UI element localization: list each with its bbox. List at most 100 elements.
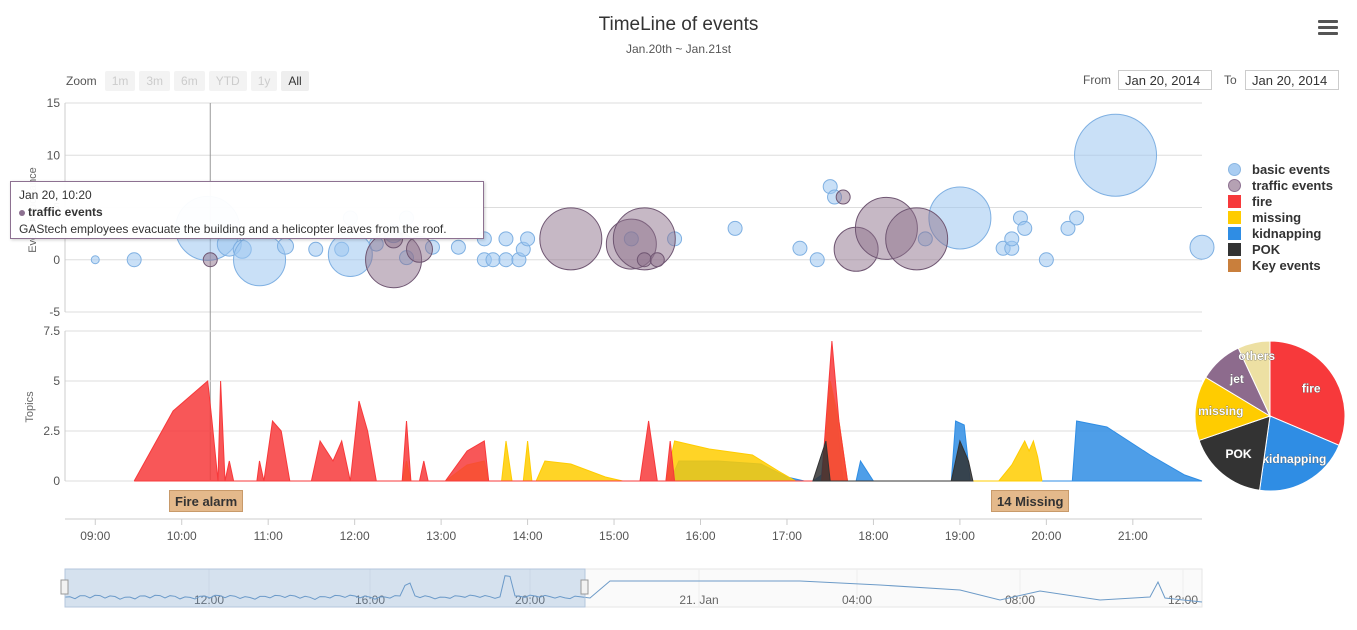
- legend-symbol: [1228, 162, 1241, 176]
- from-date-input[interactable]: Jan 20, 2014: [1118, 70, 1212, 90]
- bubble-point: [835, 189, 851, 205]
- legend-item-pok[interactable]: POK: [1228, 241, 1333, 257]
- navigator-handle-left: [60, 579, 69, 595]
- x-tick-label: 20:00: [1031, 529, 1061, 543]
- legend-label: kidnapping: [1252, 225, 1322, 241]
- legend-label: fire: [1252, 193, 1273, 209]
- bubble-point: [809, 252, 825, 268]
- x-tick-label: 18:00: [858, 529, 888, 543]
- bubble-point: [792, 240, 808, 256]
- navigator-handle-right: [580, 579, 589, 595]
- tooltip-time: Jan 20, 10:20: [19, 188, 92, 202]
- pie-label: missing: [1198, 404, 1243, 418]
- x-tick-label: 17:00: [772, 529, 802, 543]
- legend-label: Key events: [1252, 257, 1321, 273]
- navigator-line: [64, 575, 1203, 603]
- bubble-point: [1038, 252, 1054, 268]
- area-fire: [133, 340, 849, 482]
- x-tick-label: 13:00: [426, 529, 456, 543]
- area-pok: [812, 439, 974, 482]
- tooltip-dot-icon: [19, 209, 25, 216]
- tooltip-series: traffic events: [19, 205, 475, 219]
- x-tick-label: 14:00: [513, 529, 543, 543]
- pie-label: others: [1238, 349, 1275, 363]
- pie-label: POK: [1226, 447, 1252, 461]
- bubble-point: [90, 255, 100, 265]
- bubble-point: [406, 235, 434, 263]
- bubble-point: [1074, 113, 1158, 197]
- pie-label: fire: [1302, 382, 1321, 396]
- zoom-3m-button[interactable]: 3m: [139, 71, 171, 91]
- y-axis-title-topics: Topics: [24, 391, 36, 423]
- pie-slice-fire: [1269, 340, 1346, 446]
- navigator-label: 21. Jan: [679, 593, 718, 607]
- pie-label: jet: [1229, 372, 1244, 386]
- x-tick-label: 19:00: [945, 529, 975, 543]
- pie-slice-kidnapping: [1258, 415, 1340, 492]
- chart-title: TimeLine of events: [598, 14, 759, 35]
- bubble-point: [727, 220, 743, 236]
- x-tick-label: 09:00: [80, 529, 110, 543]
- legend-symbol: [1228, 242, 1241, 256]
- y-tick-label: 0: [53, 253, 60, 267]
- legend-symbol: [1228, 210, 1241, 224]
- bubble-point: [498, 231, 514, 247]
- to-label: To: [1224, 73, 1237, 87]
- flag-fire-alarm[interactable]: Fire alarm: [169, 490, 244, 512]
- flag-14-missing[interactable]: 14 Missing: [991, 490, 1070, 512]
- legend-item-kidnapping[interactable]: kidnapping: [1228, 225, 1333, 241]
- to-date-input[interactable]: Jan 20, 2014: [1245, 70, 1339, 90]
- y-tick-label: 15: [47, 96, 61, 110]
- legend-label: missing: [1252, 209, 1302, 225]
- bubble-point: [1189, 234, 1215, 260]
- chart-tooltip: Jan 20, 10:20 traffic events GAStech emp…: [10, 181, 484, 239]
- legend-item-traffic-events[interactable]: traffic events: [1228, 177, 1333, 193]
- x-tick-label: 16:00: [685, 529, 715, 543]
- legend-symbol: [1228, 194, 1241, 208]
- bubble-point: [498, 252, 514, 268]
- legend-item-fire[interactable]: fire: [1228, 193, 1333, 209]
- y-tick-label: 5: [53, 374, 60, 388]
- bubble-point: [1004, 231, 1020, 247]
- bubble-point: [539, 207, 603, 271]
- x-tick-label: 15:00: [599, 529, 629, 543]
- y-tick-label: 10: [47, 148, 61, 162]
- legend-item-basic-events[interactable]: basic events: [1228, 161, 1333, 177]
- legend-item-missing[interactable]: missing: [1228, 209, 1333, 225]
- x-tick-label: 10:00: [167, 529, 197, 543]
- legend-symbol: [1228, 226, 1241, 240]
- zoom-6m-button[interactable]: 6m: [174, 71, 205, 91]
- bubble-point: [126, 252, 142, 268]
- zoom-1y-button[interactable]: 1y: [250, 71, 278, 91]
- bubble-point: [233, 233, 287, 287]
- zoom-label: Zoom: [66, 74, 97, 88]
- zoom-1m-button[interactable]: 1m: [104, 71, 136, 91]
- bubble-point: [1060, 220, 1076, 236]
- bubble-point: [450, 239, 466, 255]
- pie-slice-others: [1237, 340, 1271, 417]
- bubble-point: [1069, 210, 1085, 226]
- legend-item-key-events[interactable]: Key events: [1228, 257, 1333, 273]
- y-tick-label: 7.5: [43, 324, 60, 338]
- hamburger-menu-icon[interactable]: [1318, 20, 1338, 36]
- bubble-point: [485, 252, 501, 268]
- navigator-label: 08:00: [1005, 593, 1035, 607]
- y-tick-label: 0: [53, 474, 60, 488]
- y-tick-label: -5: [49, 305, 60, 319]
- bubble-point: [276, 237, 294, 255]
- zoom-ytd-button[interactable]: YTD: [208, 71, 247, 91]
- navigator-panel: [64, 568, 1203, 608]
- bubble-point: [520, 231, 536, 247]
- navigator-selection: [64, 568, 586, 608]
- bubble-point: [1017, 220, 1033, 236]
- bubble-point: [636, 252, 652, 268]
- bubble-point: [885, 207, 949, 271]
- x-tick-label: 21:00: [1118, 529, 1148, 543]
- x-tick-label: 12:00: [340, 529, 370, 543]
- tooltip-series-name: traffic events: [28, 205, 103, 219]
- legend-symbol: [1228, 178, 1241, 192]
- zoom-all-button[interactable]: All: [281, 71, 309, 91]
- pie-slice-missing: [1194, 376, 1272, 442]
- chart-subtitle: Jan.20th ~ Jan.21st: [625, 42, 732, 56]
